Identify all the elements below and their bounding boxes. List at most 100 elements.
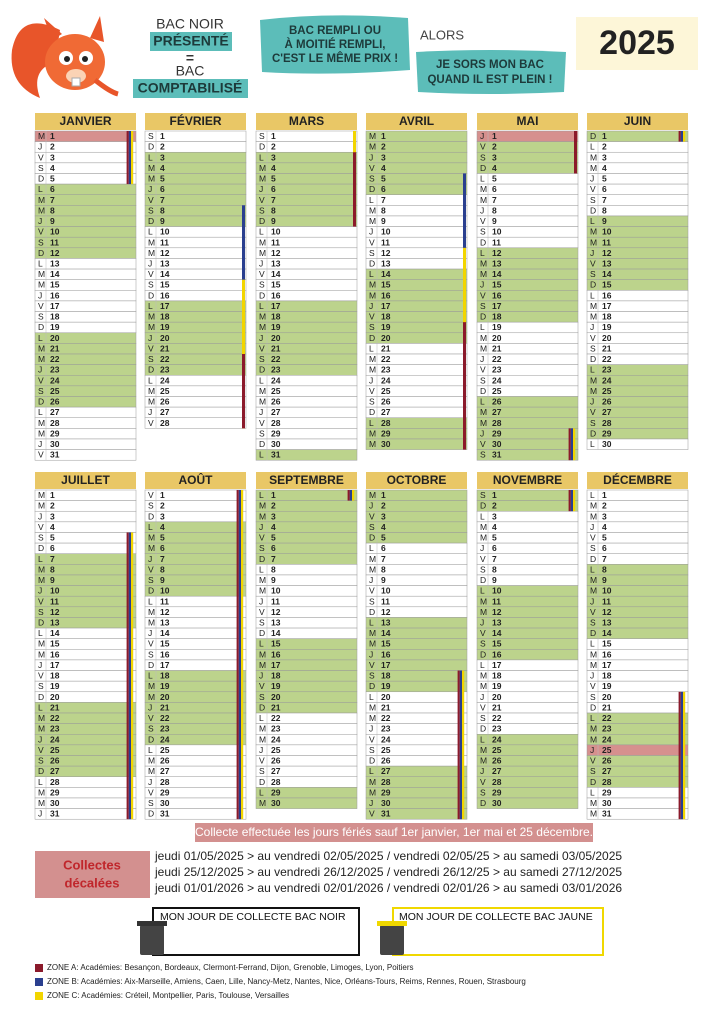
day-number: 17 <box>602 660 612 670</box>
slogan: BAC NOIR <box>156 16 224 32</box>
day-letter: M <box>259 660 266 670</box>
day-letter: S <box>38 237 44 247</box>
day-letter: M <box>480 407 487 417</box>
day-letter: S <box>369 596 375 606</box>
day-number: 29 <box>50 428 60 438</box>
day-letter: M <box>480 671 487 681</box>
day-letter: D <box>259 142 265 152</box>
day-number: 24 <box>271 375 281 385</box>
day-letter: S <box>148 501 154 511</box>
day-letter: D <box>148 216 154 226</box>
day-number: 1 <box>271 131 276 141</box>
year-box <box>576 17 698 70</box>
day-letter: D <box>259 365 265 375</box>
day-number: 10 <box>492 227 502 237</box>
day-letter: S <box>590 766 596 776</box>
day-letter: M <box>480 756 487 766</box>
day-letter: M <box>590 163 597 173</box>
day-number: 24 <box>492 375 502 385</box>
day-letter: D <box>590 777 596 787</box>
day-letter: J <box>369 649 373 659</box>
day-number: 10 <box>381 586 391 596</box>
day-number: 22 <box>492 713 502 723</box>
day-number: 13 <box>492 618 502 628</box>
day-letter: S <box>590 618 596 628</box>
day-number: 25 <box>381 386 391 396</box>
day-row <box>255 797 358 809</box>
day-letter: M <box>590 809 597 819</box>
day-letter: M <box>369 713 376 723</box>
day-number: 5 <box>271 533 276 543</box>
day-letter: M <box>148 312 155 322</box>
holiday-bar <box>683 691 686 820</box>
day-number: 17 <box>492 660 502 670</box>
holiday-bar <box>353 131 356 153</box>
day-letter: V <box>148 269 154 279</box>
day-letter: M <box>259 237 266 247</box>
day-letter: D <box>38 397 44 407</box>
day-letter: S <box>148 354 154 364</box>
day-number: 8 <box>492 564 497 574</box>
day-number: 10 <box>271 227 281 237</box>
day-number: 9 <box>50 216 55 226</box>
day-letter: M <box>148 607 155 617</box>
day-letter: M <box>38 205 45 215</box>
day-number: 4 <box>381 163 386 173</box>
holiday-bar <box>238 490 241 820</box>
day-letter: M <box>590 312 597 322</box>
day-letter: M <box>38 724 45 734</box>
day-letter: V <box>480 628 486 638</box>
day-letter: M <box>369 439 376 449</box>
day-letter: J <box>590 522 594 532</box>
day-number: 5 <box>492 533 497 543</box>
day-letter: L <box>590 713 595 723</box>
day-letter: M <box>590 237 597 247</box>
day-letter: J <box>259 184 263 194</box>
shifted-line: jeudi 25/12/2025 > au vendredi 26/12/202… <box>154 865 622 879</box>
day-letter: L <box>259 450 264 460</box>
day-number: 27 <box>602 766 612 776</box>
day-number: 17 <box>602 301 612 311</box>
day-letter: S <box>38 681 44 691</box>
bubble <box>260 15 410 74</box>
day-number: 29 <box>50 787 60 797</box>
holiday-bar <box>463 322 466 450</box>
day-letter: M <box>590 152 597 162</box>
day-number: 5 <box>602 174 607 184</box>
month-header <box>256 472 357 489</box>
day-number: 27 <box>50 766 60 776</box>
day-letter: S <box>590 269 596 279</box>
day-letter: M <box>480 184 487 194</box>
day-letter: D <box>590 131 596 141</box>
shifted-title: Collectes <box>63 857 121 872</box>
day-number: 14 <box>602 269 612 279</box>
day-number: 8 <box>602 564 607 574</box>
day-letter: M <box>259 248 266 258</box>
holiday-bar <box>126 131 129 185</box>
day-letter: L <box>480 322 485 332</box>
day-letter: M <box>259 511 266 521</box>
day-number: 4 <box>602 163 607 173</box>
day-letter: S <box>590 195 596 205</box>
day-row <box>365 438 468 450</box>
day-number: 13 <box>492 259 502 269</box>
day-letter: L <box>590 216 595 226</box>
day-letter: D <box>480 163 486 173</box>
day-number: 11 <box>271 237 280 247</box>
day-number: 1 <box>492 131 497 141</box>
day-number: 7 <box>492 554 497 564</box>
day-number: 28 <box>50 777 60 787</box>
day-letter: M <box>38 787 45 797</box>
day-number: 21 <box>271 343 281 353</box>
day-letter: S <box>590 418 596 428</box>
day-letter: M <box>369 354 376 364</box>
day-letter: J <box>480 428 484 438</box>
day-number: 25 <box>50 745 60 755</box>
day-number: 16 <box>602 290 612 300</box>
day-number: 7 <box>602 195 607 205</box>
day-letter: M <box>148 397 155 407</box>
day-number: 5 <box>271 174 276 184</box>
day-number: 15 <box>50 639 60 649</box>
day-number: 14 <box>160 628 170 638</box>
day-letter: L <box>38 407 43 417</box>
